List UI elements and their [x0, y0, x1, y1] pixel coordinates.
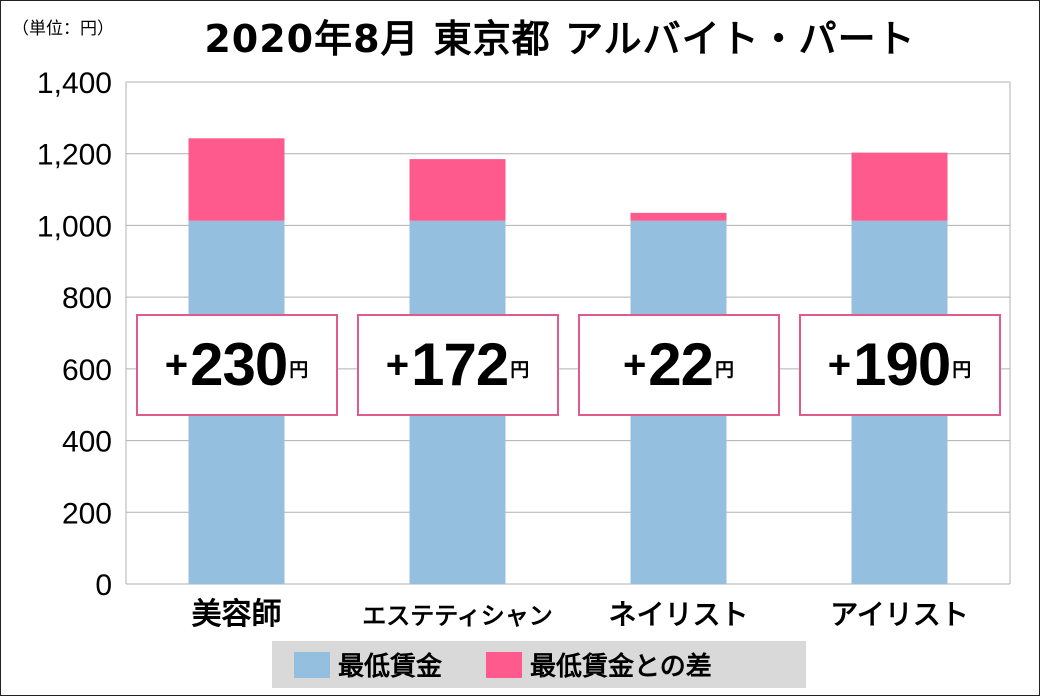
bar-diff	[409, 159, 506, 221]
unit-label: （単位：円）	[12, 19, 114, 39]
legend-item-diff: 最低賃金との差	[486, 646, 712, 683]
y-tick-label: 400	[62, 426, 112, 459]
axis-labels: 0 200 400 600 800 1,000 1,200 1,400 美容師 エステティシャン ネ…	[37, 67, 969, 632]
x-category-label: ネイリスト	[608, 598, 748, 631]
x-category-label: 美容師	[192, 597, 282, 632]
callout-unit: 円	[510, 359, 530, 381]
callout-unit: 円	[715, 359, 735, 381]
difference-callout: +190 円	[798, 314, 1001, 416]
y-tick-label: 1,200	[37, 139, 112, 172]
bar-diff	[630, 212, 727, 221]
callout-value: 230	[190, 331, 288, 398]
y-tick-label: 200	[62, 497, 112, 530]
callout-value: 190	[853, 331, 951, 398]
callout-value: 172	[411, 331, 509, 398]
callout-unit: 円	[952, 359, 972, 381]
legend-swatch-diff	[486, 651, 523, 678]
legend-label-min-wage: 最低賃金	[338, 652, 443, 682]
axes	[125, 82, 1011, 584]
x-category-label: アイリスト	[830, 598, 969, 631]
callout-plus: +	[164, 343, 189, 387]
legend: 最低賃金 最低賃金との差	[272, 641, 806, 688]
bar-diff	[188, 138, 285, 221]
difference-callout: +22 円	[577, 314, 780, 416]
x-category-label: エステティシャン	[362, 602, 553, 630]
difference-callout: +172 円	[356, 314, 559, 416]
bar-diff	[851, 152, 948, 221]
callout-plus: +	[622, 343, 647, 387]
y-tick-label: 0	[95, 569, 112, 602]
callout-unit: 円	[289, 359, 309, 381]
y-tick-label: 600	[62, 354, 112, 387]
callout-plus: +	[385, 343, 410, 387]
callout-plus: +	[827, 343, 852, 387]
difference-callout: +230 円	[135, 314, 338, 416]
callout-value: 22	[648, 331, 714, 398]
chart-title: 2020年8月 東京都 アルバイト・パート	[204, 17, 916, 61]
y-tick-label: 1,400	[37, 67, 112, 100]
y-tick-label: 1,000	[37, 210, 112, 243]
legend-item-min-wage: 最低賃金	[294, 646, 442, 683]
y-tick-label: 800	[62, 282, 112, 315]
legend-swatch-min-wage	[294, 651, 330, 678]
legend-label-diff: 最低賃金との差	[530, 652, 712, 682]
